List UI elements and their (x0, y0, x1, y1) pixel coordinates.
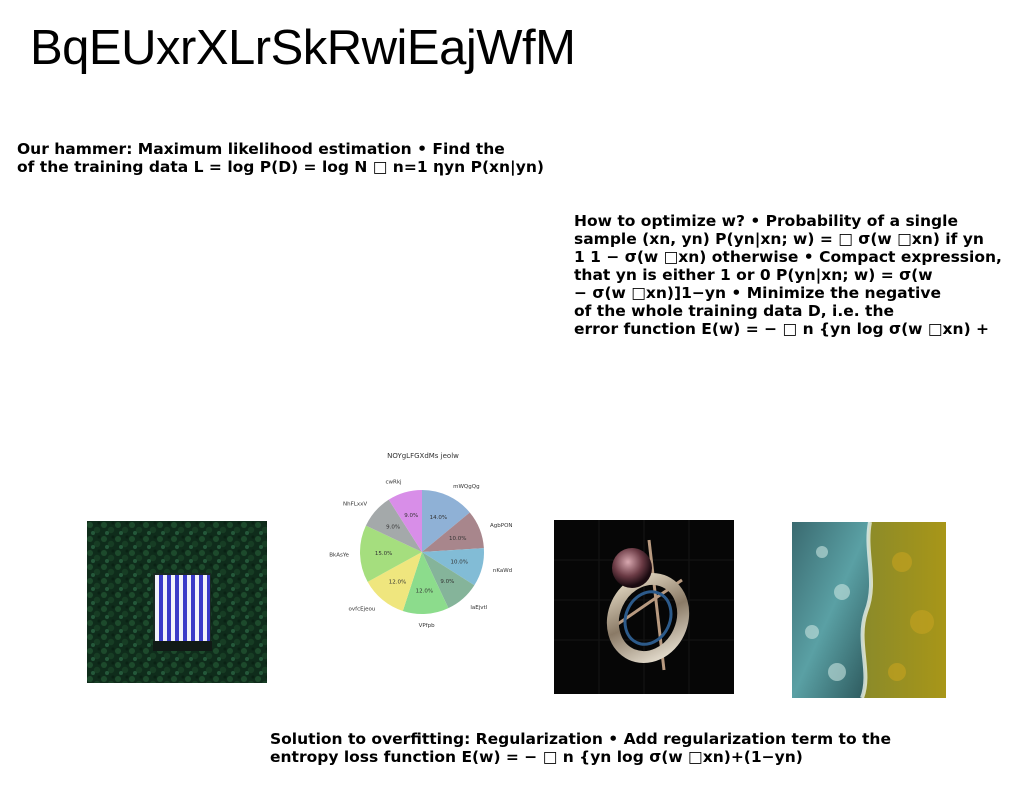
pie-value-label: 9.0% (386, 525, 400, 531)
pie-value-label: 15.0% (375, 551, 392, 557)
text-block-regularization: Solution to overfitting: Regularization … (270, 730, 891, 766)
text-line: 1 1 − σ(w □xn) otherwise • Compact expre… (574, 248, 1002, 266)
photo-3d-ring-graphic (554, 520, 734, 694)
text-line: Solution to overfitting: Regularization … (270, 730, 891, 748)
text-line: − σ(w □xn)]1−yn • Minimize the negative (574, 284, 941, 302)
photo-3d-ring (554, 520, 734, 694)
pie-category-label: laEjvtl (470, 605, 487, 611)
text-block-optimize-w: How to optimize w? • Probability of a si… (574, 212, 1002, 338)
pie-slice (422, 512, 484, 552)
pie-slice (360, 525, 422, 582)
photo-aerial-coast-graphic (792, 522, 946, 698)
photo-ivy-awning-graphic (87, 521, 267, 683)
chart-title: NOYgLFGXdMs jeolw (387, 452, 459, 460)
pie-value-label: 10.0% (449, 536, 466, 542)
photo-ivy-awning (87, 521, 267, 683)
pie-slice (367, 552, 422, 611)
pie-category-label: AgbPON (490, 523, 513, 529)
text-line: Our hammer: Maximum likelihood estimatio… (17, 140, 505, 158)
pie-category-label: nKaWd (493, 568, 512, 574)
pie-category-label: cwRkj (386, 480, 403, 486)
text-line: that yn is either 1 or 0 P(yn|xn; w) = σ… (574, 266, 933, 284)
pie-chart: NOYgLFGXdMs jeolw 14.0% mWQgQg 10.0% AgbPON… (329, 452, 513, 629)
text-line: of the training data L = log P(D) = log … (17, 158, 544, 176)
text-line: sample (xn, yn) P(yn|xn; w) = □ σ(w □xn)… (574, 230, 984, 248)
pie-category-label: BkAsYe (329, 552, 349, 558)
pie-value-label: 12.0% (389, 580, 406, 586)
pie-slice (422, 552, 475, 609)
text-line: How to optimize w? • Probability of a si… (574, 212, 958, 230)
pie-slice (422, 548, 484, 586)
pie-slice (402, 552, 449, 614)
pie-value-label: 9.0% (440, 579, 454, 585)
pie-slice (388, 490, 422, 552)
pie-category-label: mWQgQg (453, 484, 479, 490)
pie-category-label: NhFLxxV (343, 502, 367, 508)
pie-value-label: 10.0% (450, 560, 467, 566)
text-line: error function E(w) = − □ n {yn log σ(w … (574, 320, 990, 338)
pie-value-label: 14.0% (430, 515, 447, 521)
text-line: of the whole training data D, i.e. the (574, 302, 894, 320)
pie-slice (422, 490, 470, 552)
photo-aerial-coast (792, 522, 946, 698)
page-title: BqEUxrXLrSkRwiEajWfM (30, 21, 576, 75)
text-line: entropy loss function E(w) = − □ n {yn l… (270, 748, 803, 766)
pie-category-label: VPfpb (419, 623, 436, 629)
pie-value-label: 12.0% (416, 588, 433, 594)
pie-category-label: ovfcEjeou (349, 606, 376, 612)
pie-slice (365, 499, 422, 552)
pie-value-label: 9.0% (404, 513, 418, 519)
text-block-maximum-likelihood: Our hammer: Maximum likelihood estimatio… (17, 140, 544, 176)
